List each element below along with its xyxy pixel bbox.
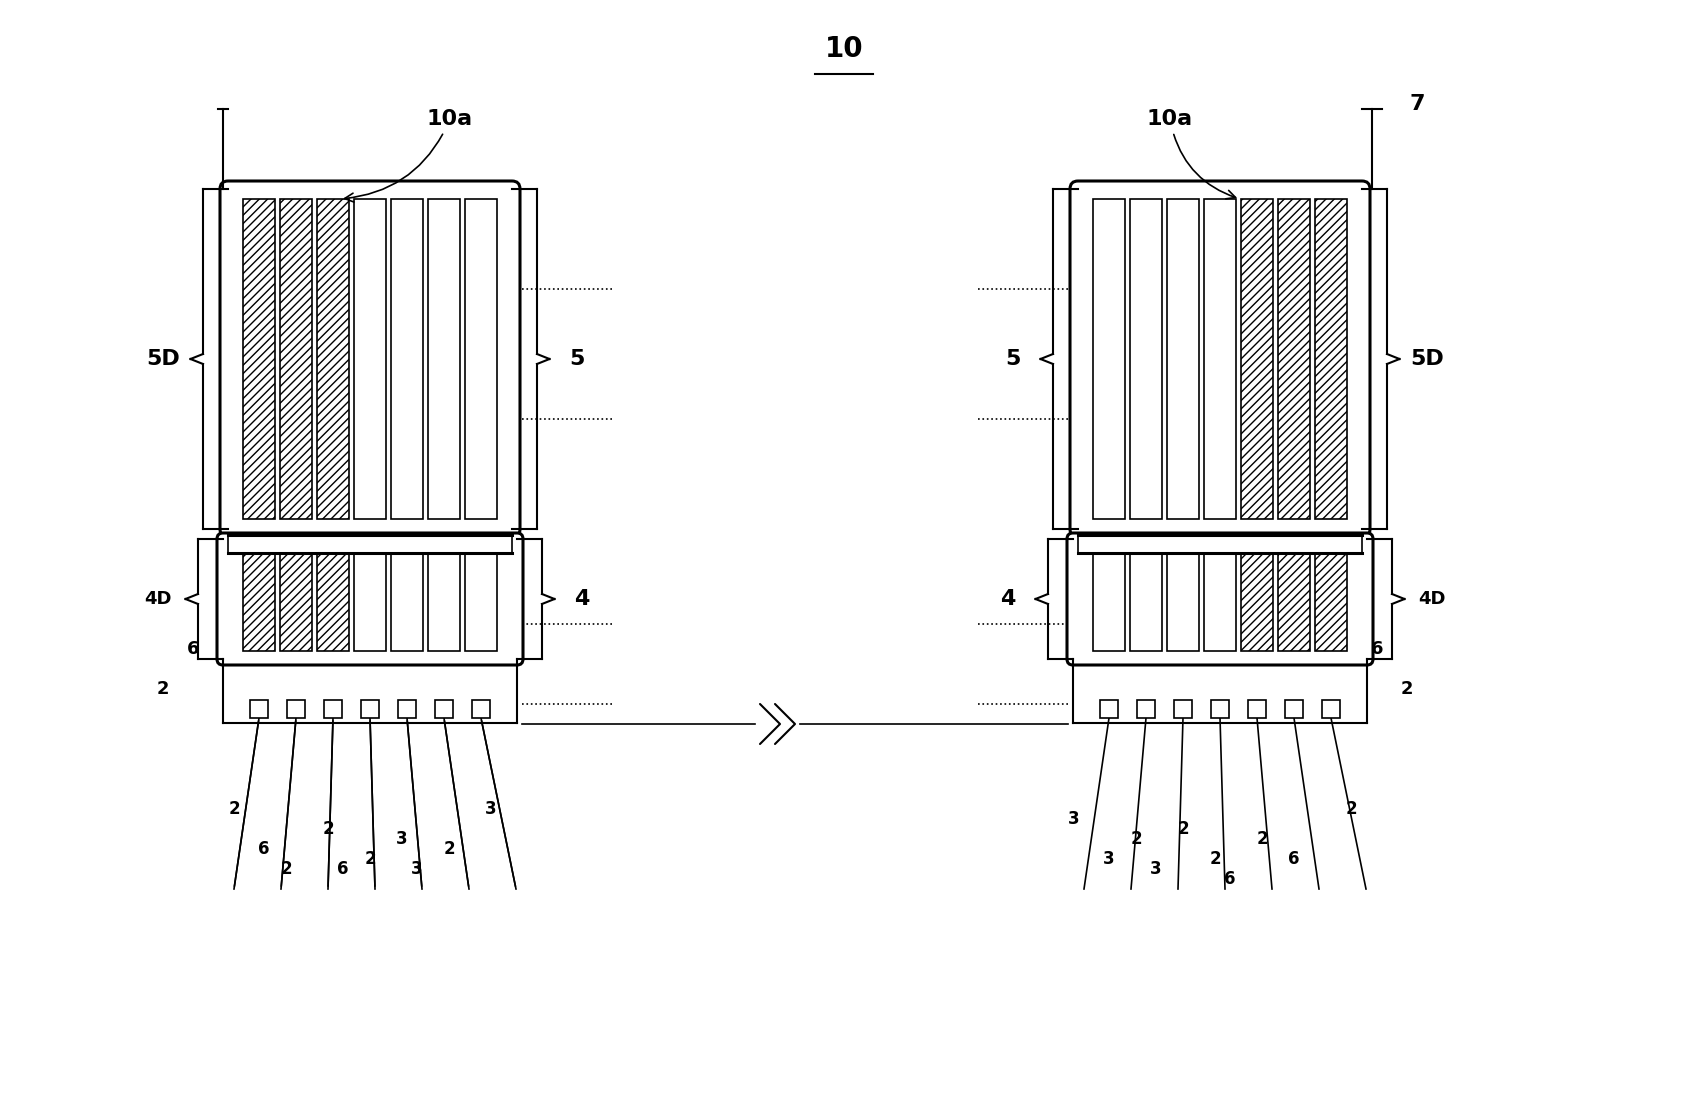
- Text: 4D: 4D: [143, 590, 172, 608]
- Text: 10: 10: [825, 35, 863, 63]
- Bar: [1204, 547, 1236, 651]
- Text: 6: 6: [187, 640, 199, 658]
- Text: 6: 6: [1224, 869, 1236, 888]
- Bar: [1285, 700, 1303, 718]
- Bar: [324, 700, 343, 718]
- Bar: [1322, 700, 1340, 718]
- Bar: [1210, 700, 1229, 718]
- Text: 6: 6: [338, 859, 349, 878]
- Bar: [1129, 547, 1161, 651]
- Bar: [1278, 199, 1310, 519]
- Text: 7: 7: [1409, 94, 1425, 114]
- Bar: [429, 547, 461, 651]
- Bar: [228, 535, 511, 553]
- Text: 4: 4: [1001, 589, 1016, 609]
- Bar: [464, 547, 496, 651]
- Text: 3: 3: [1150, 859, 1161, 878]
- Bar: [464, 199, 496, 519]
- Text: 10a: 10a: [1146, 109, 1236, 199]
- Bar: [392, 547, 424, 651]
- Text: 4: 4: [574, 589, 589, 609]
- Bar: [436, 700, 452, 718]
- Bar: [287, 700, 306, 718]
- Bar: [398, 700, 415, 718]
- Text: 3: 3: [1069, 810, 1080, 828]
- Text: 2: 2: [365, 849, 376, 868]
- Text: 2: 2: [322, 820, 334, 838]
- FancyBboxPatch shape: [1070, 181, 1371, 537]
- Bar: [1315, 199, 1347, 519]
- Text: 2: 2: [1209, 849, 1220, 868]
- Bar: [243, 547, 275, 651]
- Bar: [429, 199, 461, 519]
- Bar: [1079, 535, 1362, 553]
- Bar: [354, 199, 387, 519]
- Bar: [392, 199, 424, 519]
- FancyBboxPatch shape: [218, 533, 523, 665]
- Bar: [1241, 547, 1273, 651]
- Bar: [280, 199, 312, 519]
- Bar: [280, 547, 312, 651]
- Text: 3: 3: [412, 859, 422, 878]
- Bar: [354, 547, 387, 651]
- Bar: [1166, 199, 1198, 519]
- Bar: [317, 547, 349, 651]
- Text: 5: 5: [1006, 349, 1021, 369]
- Bar: [1138, 700, 1155, 718]
- Bar: [1247, 700, 1266, 718]
- Text: 5D: 5D: [1409, 349, 1443, 369]
- Bar: [250, 700, 268, 718]
- Text: 10a: 10a: [344, 109, 473, 202]
- Text: 5: 5: [569, 349, 584, 369]
- Bar: [1241, 199, 1273, 519]
- Bar: [1278, 547, 1310, 651]
- Text: 6: 6: [258, 840, 270, 858]
- Text: 3: 3: [1104, 849, 1114, 868]
- Bar: [1173, 700, 1192, 718]
- Bar: [1315, 547, 1347, 651]
- Text: 2: 2: [1131, 830, 1141, 848]
- Bar: [473, 700, 490, 718]
- Text: 3: 3: [484, 800, 496, 818]
- Text: 2: 2: [444, 840, 454, 858]
- Bar: [317, 199, 349, 519]
- Text: 2: 2: [1177, 820, 1188, 838]
- Text: 4D: 4D: [1418, 590, 1445, 608]
- Bar: [1094, 199, 1124, 519]
- Text: 2: 2: [157, 680, 169, 698]
- Text: 2: 2: [1256, 830, 1268, 848]
- Text: 6: 6: [1371, 640, 1382, 658]
- Text: 3: 3: [397, 830, 408, 848]
- Bar: [1094, 547, 1124, 651]
- Bar: [361, 700, 380, 718]
- FancyBboxPatch shape: [219, 181, 520, 537]
- Text: 2: 2: [228, 800, 240, 818]
- FancyBboxPatch shape: [1067, 533, 1372, 665]
- Text: 2: 2: [1401, 680, 1413, 698]
- Bar: [1101, 700, 1117, 718]
- Bar: [243, 199, 275, 519]
- Text: 6: 6: [1288, 849, 1300, 868]
- Text: 5D: 5D: [147, 349, 181, 369]
- Bar: [1166, 547, 1198, 651]
- Bar: [1129, 199, 1161, 519]
- Bar: [1204, 199, 1236, 519]
- Text: 2: 2: [1345, 800, 1357, 818]
- Text: 2: 2: [280, 859, 292, 878]
